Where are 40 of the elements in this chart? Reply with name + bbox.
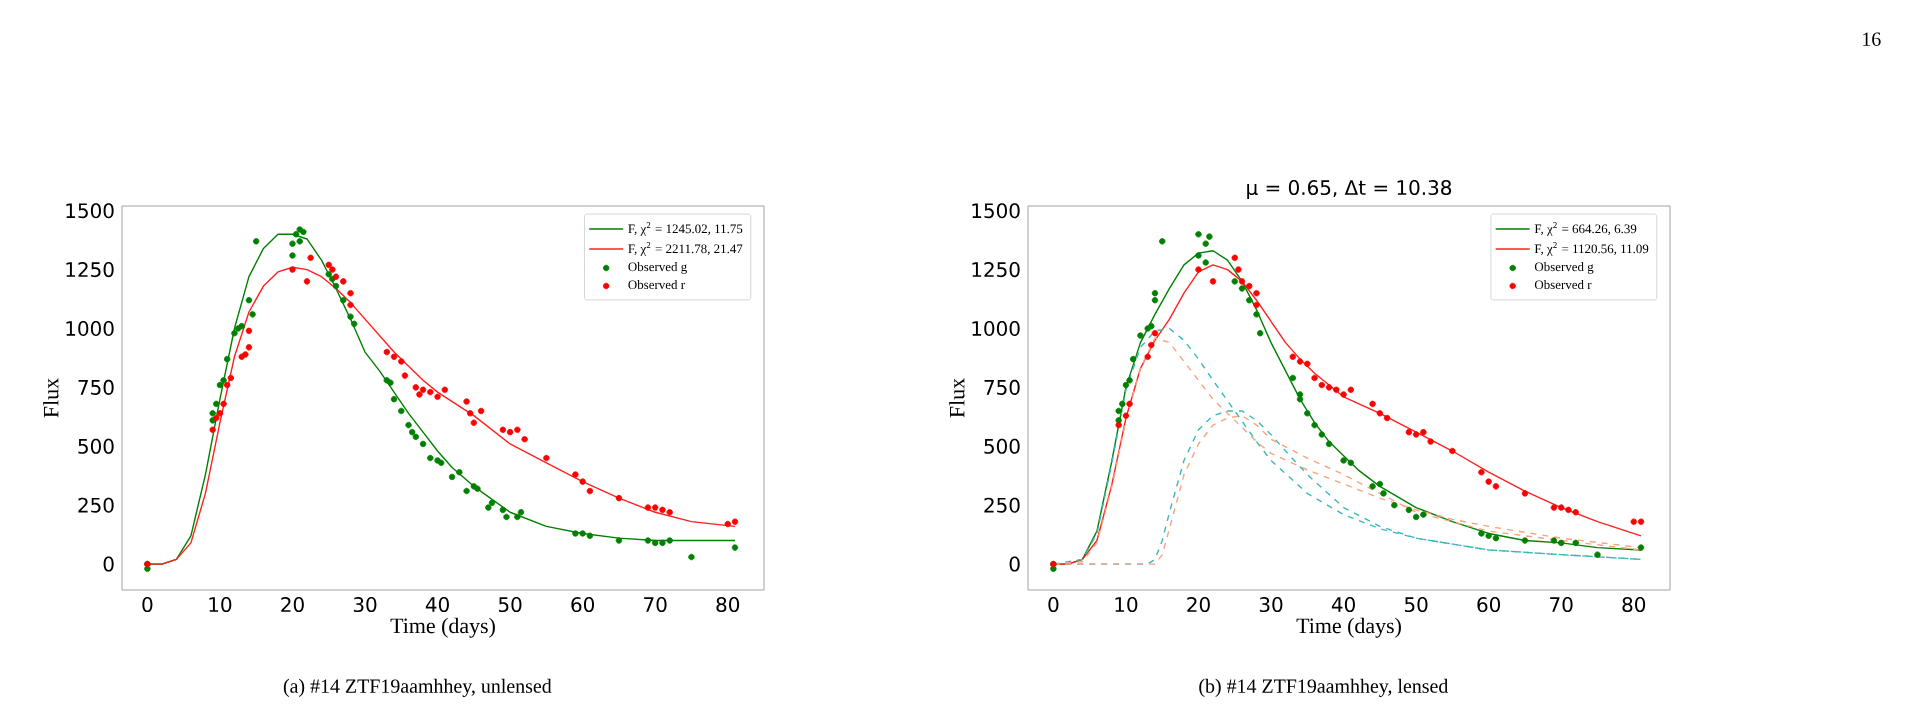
text: (b) #14 ZTF19aamhhey, lensed [1199, 678, 1449, 697]
y-tick-label: 0 [1009, 556, 1020, 572]
y-tick-label: 750 [78, 379, 114, 395]
y-axis-title: Flux [949, 378, 965, 418]
y-tick-label: 250 [984, 497, 1020, 513]
x-tick-label: 0 [1048, 597, 1059, 613]
y-tick-label: 1250 [972, 262, 1020, 278]
x-tick-label: 40 [1331, 597, 1355, 613]
y-tick-label: 1500 [972, 203, 1020, 219]
x-tick-label: 80 [716, 597, 740, 613]
y-tick-label: 500 [78, 438, 114, 454]
x-tick-label: 40 [425, 597, 449, 613]
x-tick-label: 30 [353, 597, 377, 613]
x-tick-label: 70 [1550, 597, 1573, 613]
x-axis-title: Time (days) [390, 617, 495, 638]
text: 16 [1863, 32, 1881, 46]
x-tick-label: 30 [1259, 597, 1283, 613]
x-tick-label: 20 [281, 597, 304, 613]
x-tick-label: 50 [498, 597, 522, 613]
x-tick-label: 60 [571, 597, 595, 613]
x-tick-label: 70 [644, 597, 667, 613]
y-tick-label: 500 [984, 438, 1020, 454]
x-tick-label: 50 [1404, 597, 1428, 613]
y-tick-label: 1000 [66, 320, 114, 337]
y-tick-label: 1250 [66, 262, 114, 278]
x-axis-title: Time (days) [1296, 617, 1401, 638]
x-tick-label: 80 [1622, 597, 1646, 613]
y-tick-label: 250 [78, 497, 114, 513]
x-tick-label: 0 [142, 597, 153, 613]
y-tick-label: 1000 [972, 320, 1020, 337]
x-tick-label: 10 [1115, 597, 1138, 613]
y-tick-label: 0 [103, 556, 114, 572]
y-tick-label: 750 [984, 379, 1020, 395]
x-tick-label: 60 [1477, 597, 1501, 613]
x-tick-label: 10 [209, 597, 232, 613]
x-tick-label: 20 [1187, 597, 1210, 613]
y-axis-title: Flux [43, 378, 59, 418]
text: (a) #14 ZTF19aamhhey, unlensed [283, 678, 552, 697]
chart-title: μ = 0.65, Δt = 10.38 [1247, 180, 1452, 199]
y-tick-label: 1500 [66, 203, 114, 219]
